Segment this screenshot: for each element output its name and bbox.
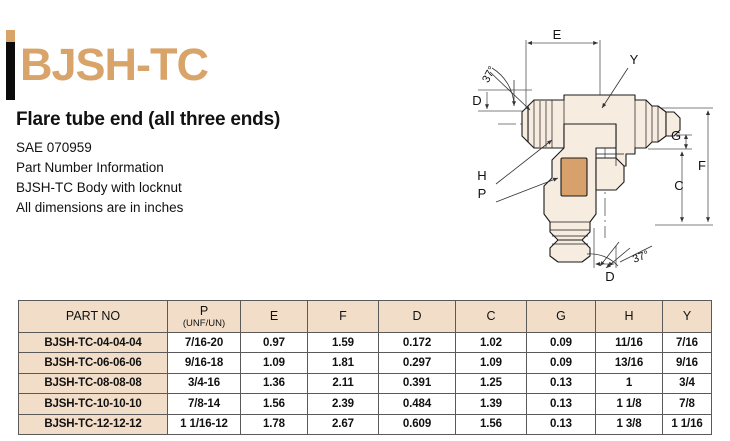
label-angle-top: 37° [480,64,498,84]
cell-d: 0.609 [378,413,456,435]
cell-d: 0.297 [378,352,456,374]
col-c-label: C [486,309,496,323]
col-p-sub: (UNF/UN) [182,317,226,329]
cell-c: 1.02 [455,331,527,354]
cell-g: 0.09 [526,331,596,354]
table-body: BJSH-TC-04-04-04 7/16-20 0.97 1.59 0.172 1.02… [18,331,712,435]
col-e: E [240,300,308,333]
cell-y: 9/16 [662,352,712,374]
label-D-top: D [472,93,481,108]
col-d: D [378,300,456,333]
col-part-no: PART NO [18,300,168,333]
cell-d: 0.484 [378,393,456,415]
cell-y: 3/4 [662,372,712,395]
col-p-label: P [199,303,209,318]
page-title: BJSH-TC [20,39,209,90]
cell-part-no: BJSH-TC-06-06-06 [18,352,168,374]
table-header-row: PART NO P (UNF/UN) E F D C [18,300,712,333]
label-F: F [698,158,706,173]
label-angle-bottom: 37° [631,249,651,266]
meta-line-partinfo: Part Number Information [16,160,164,175]
cell-h: 13/16 [595,352,663,374]
col-d-label: D [412,309,422,323]
label-D-bottom: D [605,269,614,284]
cell-p: 9/16-18 [167,352,241,374]
meta-line-body: BJSH-TC Body with locknut [16,180,182,195]
cell-g: 0.09 [526,352,596,374]
cell-f: 1.81 [307,352,379,374]
table-row: BJSH-TC-06-06-06 9/16-18 1.09 1.81 0.297 1.09… [18,352,712,374]
cell-p: 3/4-16 [167,372,241,395]
col-g-label: G [556,309,566,323]
col-e-label: E [269,309,279,323]
technical-drawing: E Y D C F G H P D 37° 37° [430,18,730,300]
meta-line-sae: SAE 070959 [16,140,92,155]
col-h: H [595,300,663,333]
label-G: G [671,128,681,143]
col-part-no-label: PART NO [65,309,121,323]
cell-e: 1.78 [240,413,308,435]
cell-y: 1 1/16 [662,413,712,435]
cell-p: 7/8-14 [167,393,241,415]
label-Y: Y [630,52,639,67]
cell-c: 1.09 [455,352,527,374]
table-header: PART NO P (UNF/UN) E F D C [18,300,712,333]
col-f: F [307,300,379,333]
page-subtitle: Flare tube end (all three ends) [16,109,281,130]
cell-part-no: BJSH-TC-10-10-10 [18,393,168,415]
col-h-label: H [624,309,634,323]
col-y: Y [662,300,712,333]
cell-p: 1 1/16-12 [167,413,241,435]
label-P: P [478,186,487,201]
cell-part-no: BJSH-TC-04-04-04 [18,331,168,354]
col-y-label: Y [682,309,692,323]
cell-h: 11/16 [595,331,663,354]
cell-d: 0.391 [378,372,456,395]
cell-p: 7/16-20 [167,331,241,354]
cell-part-no: BJSH-TC-08-08-08 [18,372,168,395]
cell-e: 0.97 [240,331,308,354]
cell-f: 2.67 [307,413,379,435]
cell-g: 0.13 [526,413,596,435]
cell-e: 1.09 [240,352,308,374]
label-C: C [674,178,683,193]
col-p: P (UNF/UN) [167,300,241,333]
cell-h: 1 [595,372,663,395]
label-E: E [553,27,562,42]
cell-part-no: BJSH-TC-12-12-12 [18,413,168,435]
cell-d: 0.172 [378,331,456,354]
cell-g: 0.13 [526,372,596,395]
cell-f: 2.11 [307,372,379,395]
accent-bar [6,30,15,100]
cell-g: 0.13 [526,393,596,415]
cell-h: 1 3/8 [595,413,663,435]
col-f-label: F [339,309,347,323]
dimension-table: PART NO P (UNF/UN) E F D C [18,300,712,435]
cell-h: 1 1/8 [595,393,663,415]
table-row: BJSH-TC-10-10-10 7/8-14 1.56 2.39 0.484 1.39 0… [18,393,712,415]
cell-y: 7/8 [662,393,712,415]
label-H: H [477,168,486,183]
cell-e: 1.36 [240,372,308,395]
cell-c: 1.25 [455,372,527,395]
table-row: BJSH-TC-12-12-12 1 1/16-12 1.78 2.67 0.609 1.… [18,413,712,435]
cell-y: 7/16 [662,331,712,354]
accent-bar-cap [6,30,15,42]
cell-c: 1.56 [455,413,527,435]
cell-f: 2.39 [307,393,379,415]
cell-c: 1.39 [455,393,527,415]
meta-line-units: All dimensions are in inches [16,200,184,215]
table-row: BJSH-TC-08-08-08 3/4-16 1.36 2.11 0.391 1.25 0… [18,372,712,395]
col-c: C [455,300,527,333]
table-row: BJSH-TC-04-04-04 7/16-20 0.97 1.59 0.172 1.02… [18,331,712,354]
cell-e: 1.56 [240,393,308,415]
cell-f: 1.59 [307,331,379,354]
col-g: G [526,300,596,333]
